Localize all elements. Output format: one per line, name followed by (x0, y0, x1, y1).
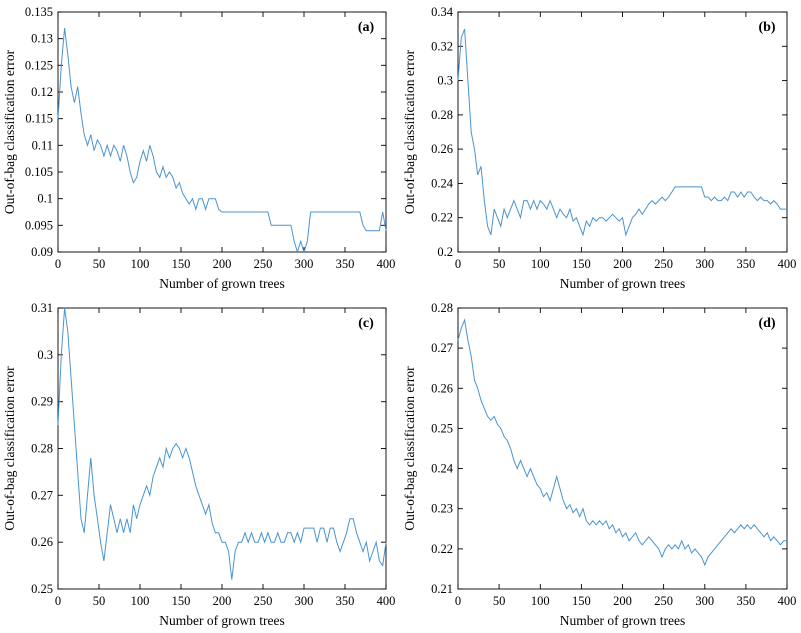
panel-letter: (d) (758, 316, 775, 331)
y-tick-label: 0.1 (37, 192, 53, 206)
y-tick-label: 0.26 (431, 142, 453, 156)
y-axis-label: Out-of-bag classification error (402, 366, 417, 531)
y-tick-label: 0.3 (437, 74, 453, 88)
x-tick-label: 100 (131, 594, 150, 608)
x-tick-label: 100 (531, 257, 550, 271)
x-tick-label: 400 (778, 257, 797, 271)
y-tick-label: 0.27 (31, 488, 53, 502)
y-tick-label: 0.28 (31, 442, 53, 456)
chart-panel-a: 0 50 100 150 200 250 300 350 400 0.09 0.095 0.1 0.10… (0, 0, 400, 296)
x-tick-label: 150 (572, 594, 591, 608)
panel-letter: (b) (758, 20, 775, 35)
plot-border (457, 11, 788, 253)
x-tick-label: 350 (737, 257, 756, 271)
x-tick-label: 300 (295, 257, 314, 271)
x-tick-label: 150 (172, 594, 191, 608)
chart-svg: 0 50 100 150 200 250 300 350 400 0.21 0.22 0.23 0.24… (402, 301, 797, 628)
plot-border (457, 307, 788, 590)
y-tick-label: 0.105 (25, 165, 53, 179)
y-tick-label: 0.12 (31, 85, 53, 99)
chart-svg: 0 50 100 150 200 250 300 350 400 0.09 0.095 0.1 0.10… (2, 5, 396, 291)
y-tick-label: 0.22 (431, 542, 453, 556)
x-tick-label: 350 (336, 594, 355, 608)
error-series-line (457, 318, 787, 567)
x-tick-label: 0 (455, 594, 461, 608)
error-series-line (57, 27, 387, 254)
x-tick-label: 200 (213, 594, 232, 608)
x-axis-label: Number of grown trees (159, 276, 285, 291)
x-axis-label: Number of grown trees (560, 276, 686, 291)
x-tick-label: 300 (295, 594, 314, 608)
x-tick-label: 250 (254, 594, 273, 608)
y-tick-label: 0.115 (25, 112, 53, 126)
x-tick-label: 100 (531, 594, 550, 608)
y-tick-label: 0.13 (31, 32, 53, 46)
x-tick-label: 150 (572, 257, 591, 271)
y-tick-label: 0.31 (31, 301, 53, 315)
panel-letter: (a) (358, 20, 375, 35)
x-tick-label: 250 (654, 257, 673, 271)
x-tick-label: 200 (613, 257, 632, 271)
y-tick-label: 0.34 (431, 5, 454, 19)
y-tick-label: 0.32 (431, 39, 453, 53)
y-tick-label: 0.29 (31, 395, 53, 409)
x-tick-label: 250 (254, 257, 273, 271)
x-tick-label: 50 (93, 594, 106, 608)
x-tick-label: 400 (377, 257, 396, 271)
y-tick-label: 0.25 (31, 582, 53, 596)
x-tick-label: 400 (377, 594, 396, 608)
x-tick-label: 0 (55, 257, 61, 271)
y-tick-label: 0.25 (431, 421, 453, 435)
x-tick-label: 350 (737, 594, 756, 608)
panel-letter: (c) (358, 316, 374, 331)
y-tick-label: 0.11 (32, 138, 53, 152)
plot-border (57, 11, 387, 253)
y-tick-label: 0.23 (431, 502, 453, 516)
y-tick-label: 0.2 (437, 245, 453, 259)
x-tick-label: 300 (695, 257, 714, 271)
y-tick-label: 0.3 (37, 348, 53, 362)
x-tick-label: 300 (695, 594, 714, 608)
y-tick-label: 0.26 (431, 381, 453, 395)
y-tick-label: 0.26 (31, 535, 53, 549)
x-tick-label: 400 (778, 594, 797, 608)
y-tick-label: 0.21 (431, 582, 453, 596)
x-tick-label: 100 (131, 257, 150, 271)
chart-svg: 0 50 100 150 200 250 300 350 400 0.25 0.26 0.27 0.28… (2, 301, 396, 628)
y-tick-label: 0.28 (431, 301, 453, 315)
y-tick-label: 0.24 (431, 176, 454, 190)
chart-svg: 0 50 100 150 200 250 300 350 400 0.2 0.22 0.24 0.26 0… (402, 5, 797, 291)
x-tick-label: 250 (654, 594, 673, 608)
x-tick-label: 0 (455, 257, 461, 271)
error-series-line (57, 307, 387, 580)
x-tick-label: 0 (55, 594, 61, 608)
x-tick-label: 200 (213, 257, 232, 271)
x-tick-label: 50 (493, 257, 506, 271)
y-tick-label: 0.095 (25, 218, 53, 232)
y-axis-label: Out-of-bag classification error (2, 366, 17, 531)
x-tick-label: 150 (172, 257, 191, 271)
y-tick-label: 0.125 (25, 58, 53, 72)
y-tick-label: 0.27 (431, 341, 453, 355)
y-tick-label: 0.24 (431, 462, 454, 476)
x-tick-label: 350 (336, 257, 355, 271)
chart-panel-c: 0 50 100 150 200 250 300 350 400 0.25 0.26 0.27 0.28… (0, 296, 400, 633)
chart-panel-b: 0 50 100 150 200 250 300 350 400 0.2 0.22 0.24 0.26 0… (400, 0, 801, 296)
chart-panel-d: 0 50 100 150 200 250 300 350 400 0.21 0.22 0.23 0.24… (400, 296, 801, 633)
x-axis-label: Number of grown trees (159, 613, 285, 628)
x-tick-label: 50 (493, 594, 506, 608)
x-tick-label: 200 (613, 594, 632, 608)
error-series-line (457, 28, 787, 237)
y-tick-label: 0.28 (431, 108, 453, 122)
y-axis-label: Out-of-bag classification error (2, 49, 17, 214)
plot-border (57, 307, 387, 590)
y-axis-label: Out-of-bag classification error (402, 49, 417, 214)
x-tick-label: 50 (93, 257, 106, 271)
y-tick-label: 0.135 (25, 5, 53, 19)
y-tick-label: 0.22 (431, 211, 453, 225)
y-tick-label: 0.09 (31, 245, 53, 259)
x-axis-label: Number of grown trees (560, 613, 686, 628)
